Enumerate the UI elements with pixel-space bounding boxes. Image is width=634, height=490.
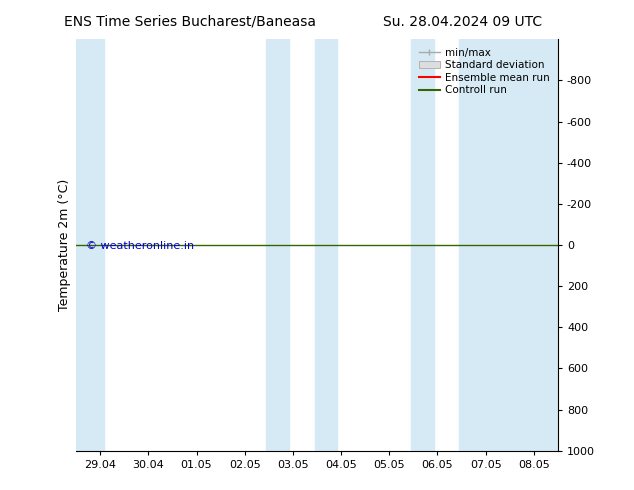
Bar [411,39,434,451]
Text: © weatheronline.in: © weatheronline.in [86,241,194,251]
Text: ENS Time Series Bucharest/Baneasa: ENS Time Series Bucharest/Baneasa [64,15,316,29]
Bar [266,39,289,451]
Y-axis label: Temperature 2m (°C): Temperature 2m (°C) [58,179,70,311]
Bar [76,39,104,451]
Legend: min/max, Standard deviation, Ensemble mean run, Controll run: min/max, Standard deviation, Ensemble me… [416,45,553,98]
Bar [459,39,558,451]
Text: Su. 28.04.2024 09 UTC: Su. 28.04.2024 09 UTC [384,15,542,29]
Bar [314,39,337,451]
